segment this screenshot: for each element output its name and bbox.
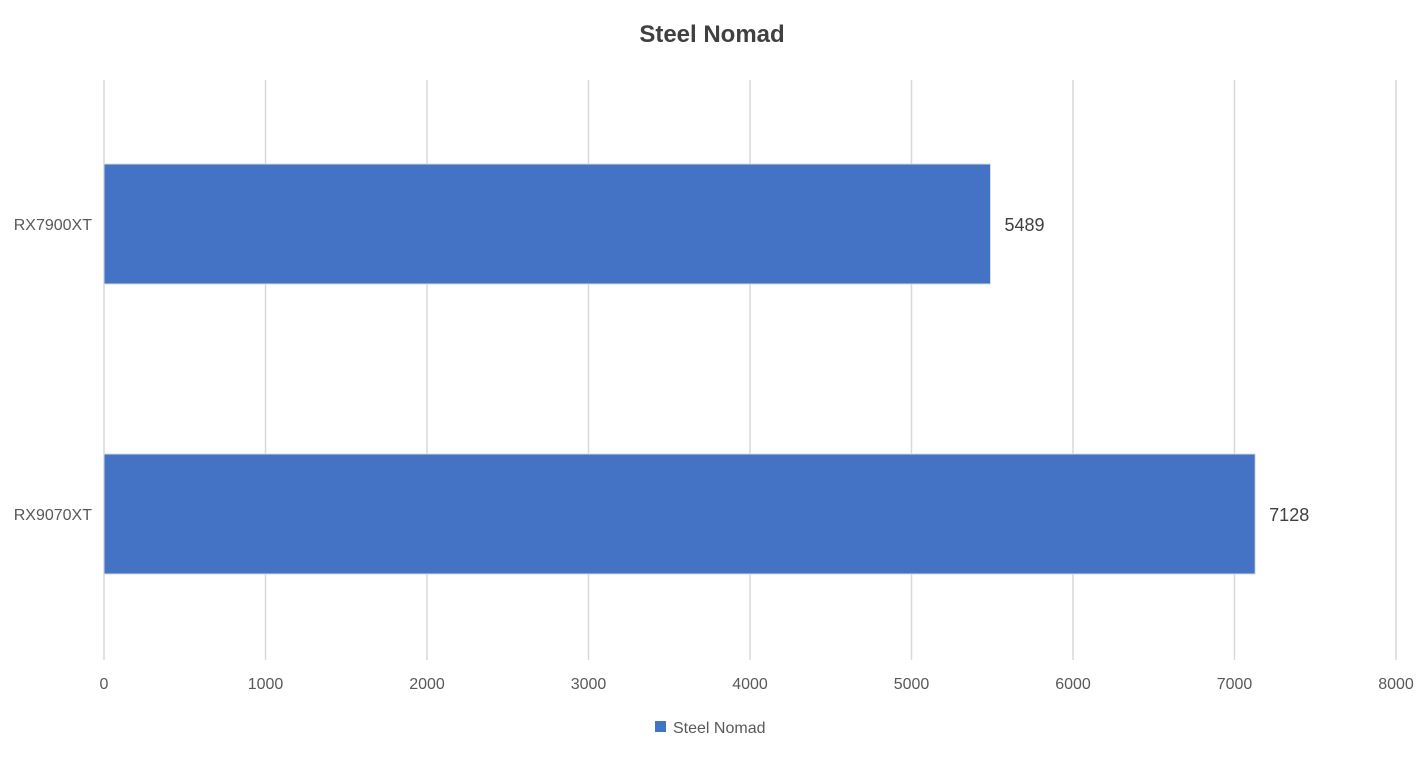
x-tick-label: 3000 bbox=[571, 676, 607, 693]
y-category-label: RX9070XT bbox=[14, 507, 92, 524]
legend: Steel Nomad bbox=[655, 720, 766, 737]
x-tick-label: 2000 bbox=[409, 676, 445, 693]
x-tick-label: 6000 bbox=[1055, 676, 1091, 693]
data-labels: 5489 7128 bbox=[1004, 215, 1309, 525]
x-axis-labels: 0 1000 2000 3000 4000 5000 6000 7000 8000 bbox=[100, 676, 1414, 693]
legend-label: Steel Nomad bbox=[673, 720, 766, 737]
x-tick-label: 0 bbox=[100, 676, 109, 693]
chart-title: Steel Nomad bbox=[639, 21, 784, 48]
x-tick-label: 1000 bbox=[248, 676, 284, 693]
x-tick-label: 7000 bbox=[1217, 676, 1253, 693]
bars bbox=[103, 163, 1256, 575]
data-label: 7128 bbox=[1269, 505, 1309, 525]
data-label: 5489 bbox=[1004, 215, 1044, 235]
x-tick-label: 8000 bbox=[1378, 676, 1414, 693]
bar bbox=[103, 453, 1256, 575]
x-tick-label: 4000 bbox=[732, 676, 768, 693]
bar bbox=[103, 163, 991, 285]
y-axis-labels: RX7900XT RX9070XT bbox=[14, 217, 92, 524]
x-tick-label: 5000 bbox=[894, 676, 930, 693]
y-category-label: RX7900XT bbox=[14, 217, 92, 234]
legend-swatch bbox=[655, 721, 666, 732]
